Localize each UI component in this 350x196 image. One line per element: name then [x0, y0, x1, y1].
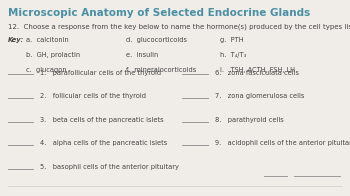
Text: 2.   follicular cells of the thyroid: 2. follicular cells of the thyroid [40, 93, 146, 99]
Text: 3.   beta cells of the pancreatic islets: 3. beta cells of the pancreatic islets [40, 117, 164, 123]
Text: 12.  Choose a response from the key below to name the hormone(s) produced by the: 12. Choose a response from the key below… [8, 24, 350, 30]
Text: a.  calcitonin: a. calcitonin [26, 37, 69, 43]
Text: 5.   basophil cells of the anterior pituitary: 5. basophil cells of the anterior pituit… [40, 164, 179, 170]
Text: 6.   zona fasciculata cells: 6. zona fasciculata cells [215, 70, 299, 76]
Text: i.   TSH, ACTH, FSH, LH: i. TSH, ACTH, FSH, LH [220, 67, 295, 73]
Text: g.  PTH: g. PTH [220, 37, 244, 43]
Text: h.  T₄/T₃: h. T₄/T₃ [220, 52, 247, 58]
Text: 1.   parafollicular cells of the thyroid: 1. parafollicular cells of the thyroid [40, 70, 161, 76]
Text: e.  insulin: e. insulin [126, 52, 158, 58]
Text: b.  GH, prolactin: b. GH, prolactin [26, 52, 80, 58]
Text: 9.   acidophil cells of the anterior pituitary: 9. acidophil cells of the anterior pitui… [215, 140, 350, 146]
Text: 4.   alpha cells of the pancreatic islets: 4. alpha cells of the pancreatic islets [40, 140, 168, 146]
Text: Key:: Key: [8, 37, 24, 43]
Text: Microscopic Anatomy of Selected Endocrine Glands: Microscopic Anatomy of Selected Endocrin… [8, 8, 310, 18]
Text: 7.   zona glomerulosa cells: 7. zona glomerulosa cells [215, 93, 304, 99]
Text: d.  glucocorticoids: d. glucocorticoids [126, 37, 187, 43]
Text: f.  mineralocorticoids: f. mineralocorticoids [126, 67, 196, 73]
Text: c.  glucagon: c. glucagon [26, 67, 67, 73]
Text: 8.   parathyroid cells: 8. parathyroid cells [215, 117, 284, 123]
